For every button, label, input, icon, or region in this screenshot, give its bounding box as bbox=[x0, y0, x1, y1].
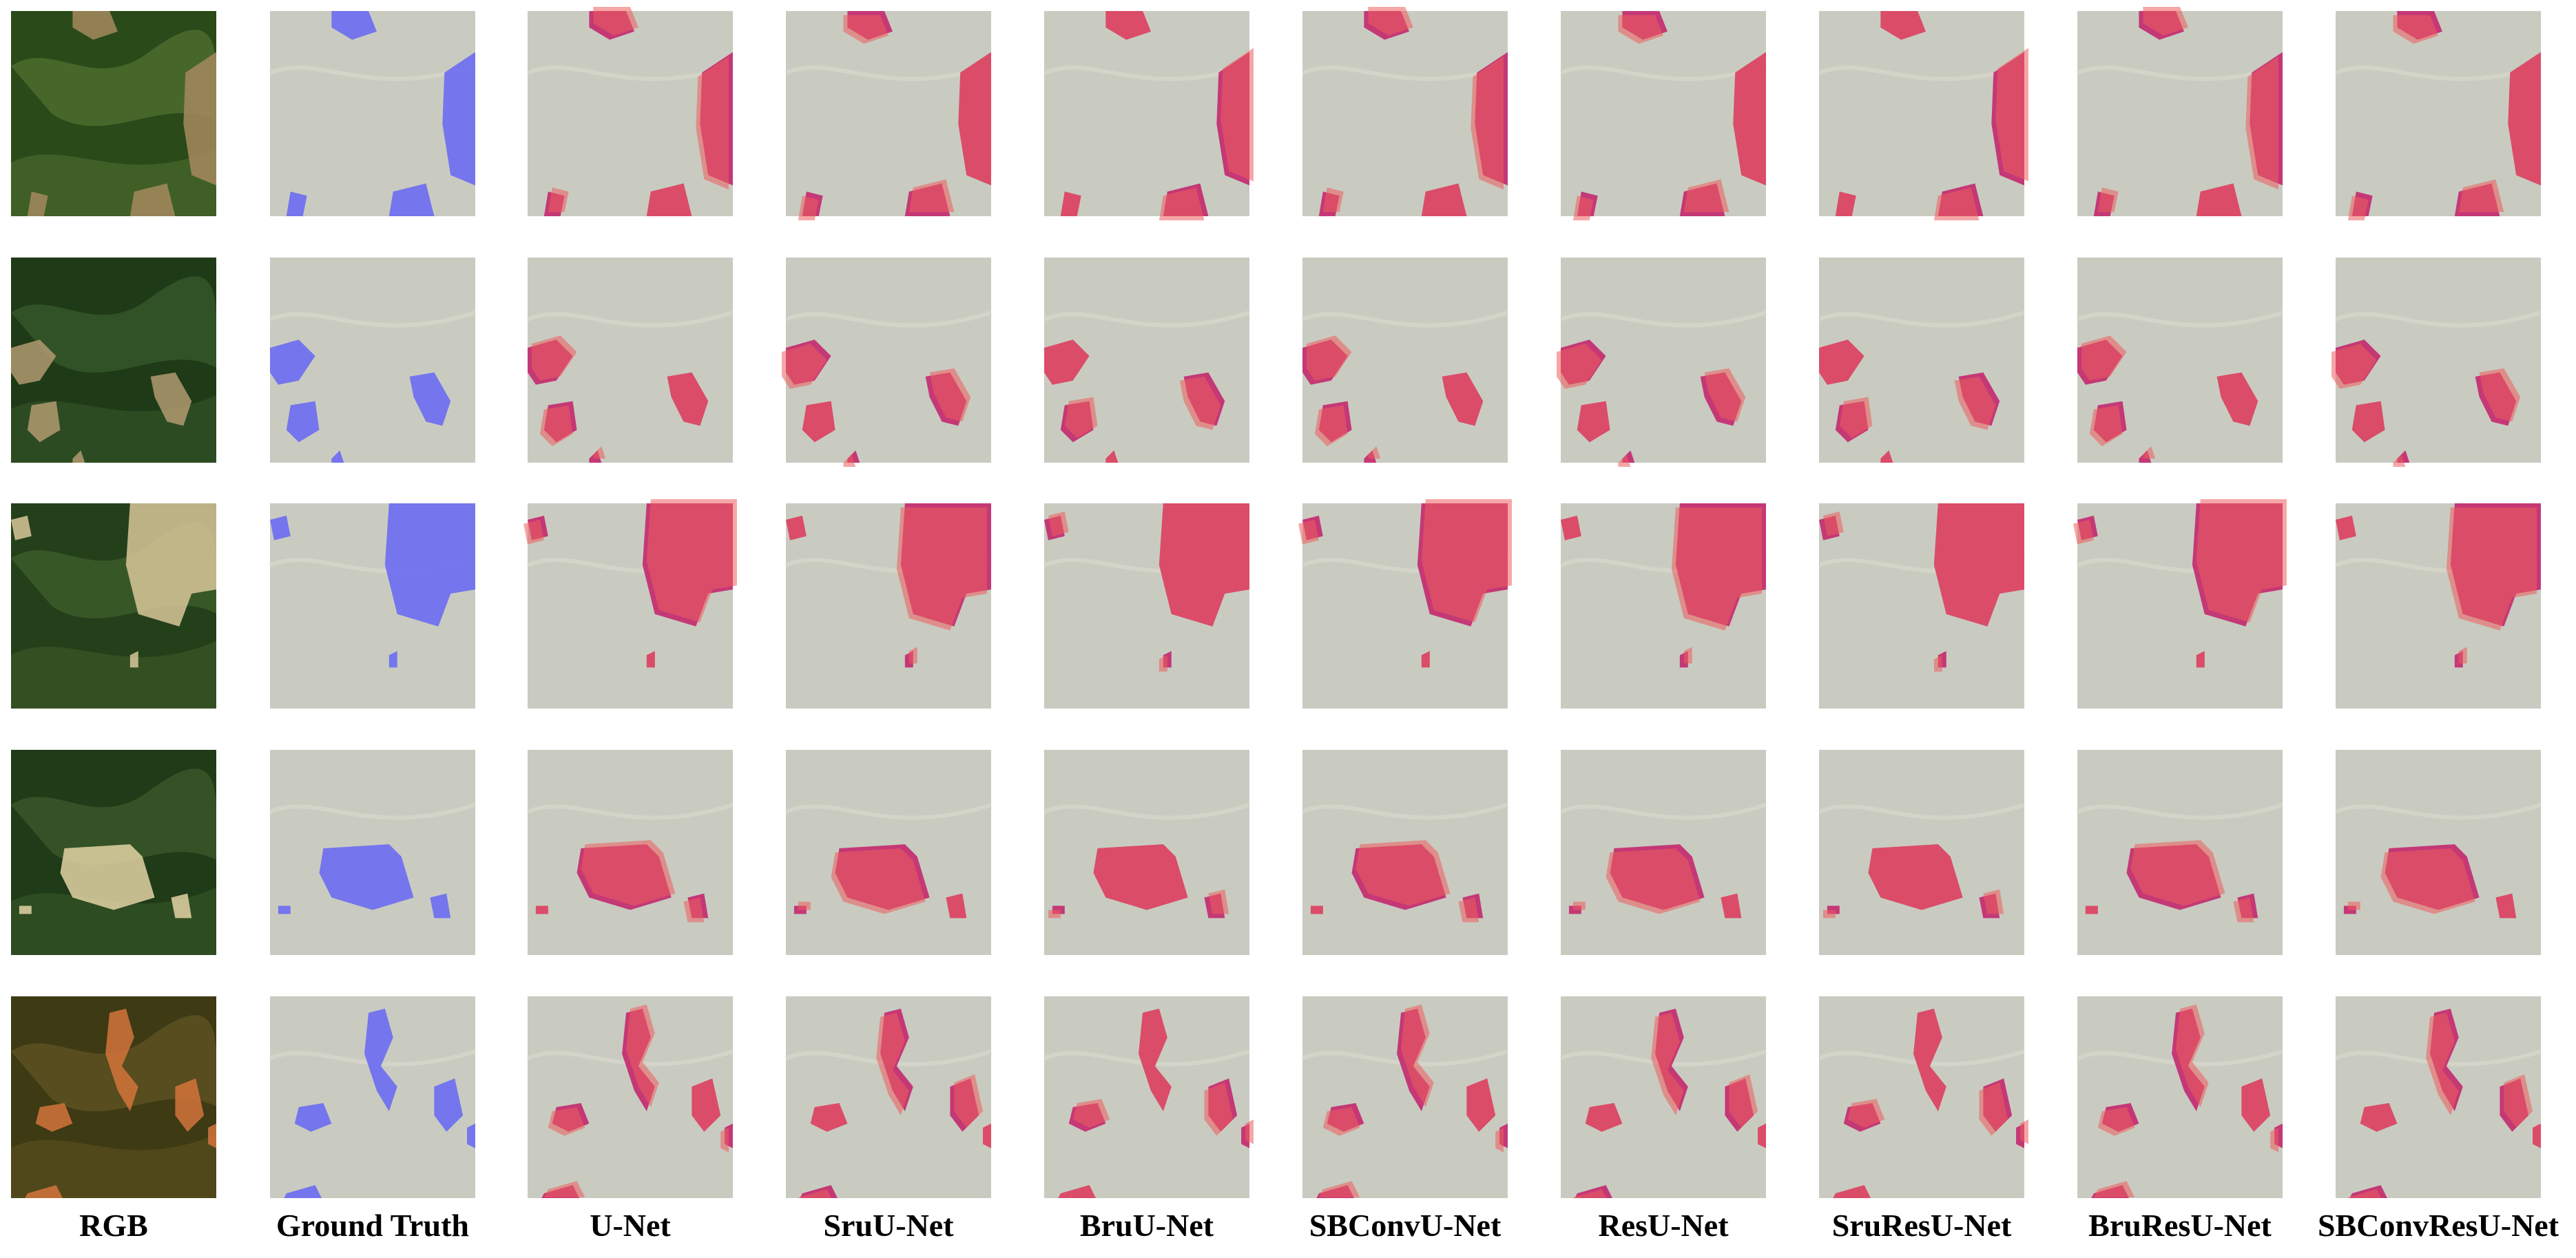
tile-gt-row-2 bbox=[269, 258, 476, 463]
tile-bruunet-row-2 bbox=[1043, 258, 1250, 463]
tile-resunet-row-5 bbox=[1559, 996, 1767, 1198]
tile-sbconvresunet-row-4 bbox=[2334, 750, 2542, 955]
column-label-gt: Ground Truth bbox=[276, 1208, 469, 1243]
tile-sbconvunet-row-3 bbox=[1298, 499, 1512, 709]
tile-sbconvunet-row-5 bbox=[1301, 996, 1508, 1198]
tile-resunet-row-3 bbox=[1559, 503, 1767, 709]
tile-bruunet-row-5 bbox=[1043, 996, 1254, 1198]
tile-sbconvresunet-row-3 bbox=[2334, 503, 2542, 709]
tile-bruunet-row-1 bbox=[1043, 11, 1254, 220]
tile-bruunet-row-4 bbox=[1043, 750, 1250, 955]
tile-unet-row-2 bbox=[526, 258, 734, 463]
tile-sruresunet-row-4 bbox=[1818, 750, 2025, 955]
tile-sbconvunet-row-4 bbox=[1301, 750, 1508, 955]
column-label-unet: U-Net bbox=[590, 1208, 671, 1243]
tile-rgb-row-4 bbox=[11, 750, 216, 955]
tile-sbconvunet-row-1 bbox=[1301, 7, 1508, 216]
tile-rgb-row-5 bbox=[11, 996, 216, 1198]
tile-rgb-row-3 bbox=[11, 503, 216, 709]
tile-sruresunet-row-2 bbox=[1818, 258, 2025, 463]
tile-bruresunet-row-2 bbox=[2076, 258, 2283, 463]
tile-bruresunet-row-1 bbox=[2076, 7, 2283, 216]
tile-sbconvresunet-row-2 bbox=[2331, 258, 2542, 467]
tile-bruresunet-row-4 bbox=[2076, 750, 2283, 955]
tile-gt-row-5 bbox=[269, 996, 476, 1198]
column-label-sbconvresunet: SBConvResU-Net bbox=[2317, 1208, 2559, 1243]
tile-rgb-row-2 bbox=[11, 258, 216, 463]
column-label-sruresunet: SruResU-Net bbox=[1831, 1208, 2012, 1243]
tile-sbconvunet-row-2 bbox=[1301, 258, 1508, 463]
tile-bruunet-row-3 bbox=[1043, 503, 1250, 709]
tile-unet-row-1 bbox=[526, 7, 734, 216]
tile-resunet-row-1 bbox=[1559, 11, 1767, 220]
tile-gt-row-3 bbox=[269, 503, 476, 709]
column-label-sruunet: SruU-Net bbox=[823, 1208, 954, 1243]
image-grid bbox=[11, 7, 2542, 1198]
tile-sbconvresunet-row-5 bbox=[2334, 996, 2542, 1198]
column-label-sbconvunet: SBConvU-Net bbox=[1309, 1208, 1502, 1243]
tile-sruresunet-row-5 bbox=[1818, 996, 2028, 1198]
tile-sruunet-row-1 bbox=[785, 11, 992, 220]
tile-sruunet-row-3 bbox=[785, 503, 992, 709]
tile-gt-row-4 bbox=[269, 750, 476, 955]
tile-unet-row-5 bbox=[526, 996, 734, 1198]
tile-unet-row-4 bbox=[526, 750, 734, 955]
tile-sruunet-row-2 bbox=[782, 258, 992, 467]
tile-gt-row-1 bbox=[269, 11, 476, 216]
tile-bruresunet-row-3 bbox=[2073, 499, 2287, 709]
column-label-bruunet: BruU-Net bbox=[1079, 1208, 1214, 1243]
tile-unet-row-3 bbox=[523, 499, 737, 709]
column-label-bruresunet: BruResU-Net bbox=[2088, 1208, 2272, 1243]
tile-sruresunet-row-1 bbox=[1818, 11, 2028, 220]
tile-sruunet-row-5 bbox=[785, 996, 992, 1198]
column-label-rgb: RGB bbox=[79, 1208, 148, 1243]
tile-rgb-row-1 bbox=[11, 11, 216, 216]
tile-sbconvresunet-row-1 bbox=[2334, 11, 2542, 220]
tile-resunet-row-4 bbox=[1559, 750, 1767, 955]
column-label-resunet: ResU-Net bbox=[1598, 1208, 1729, 1243]
tile-resunet-row-2 bbox=[1557, 258, 1767, 467]
tile-bruresunet-row-5 bbox=[2076, 996, 2283, 1198]
tile-sruunet-row-4 bbox=[785, 750, 992, 955]
tile-sruresunet-row-3 bbox=[1818, 503, 2025, 709]
